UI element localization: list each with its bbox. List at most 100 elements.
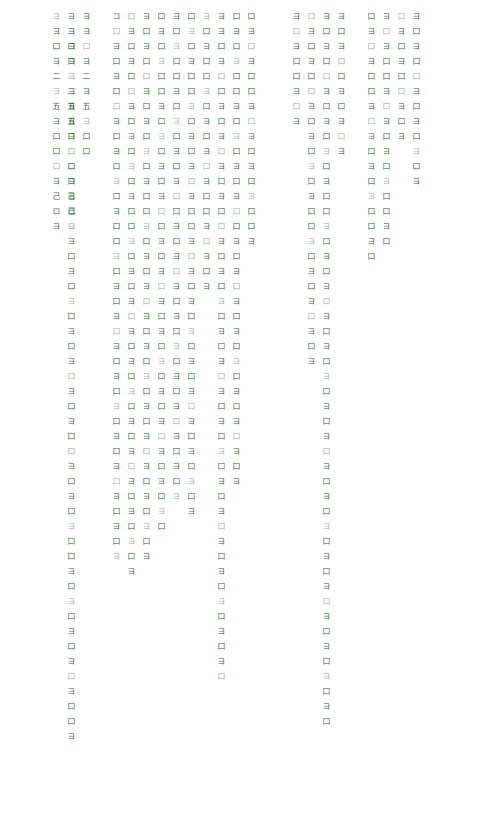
glyph: ヨ — [232, 474, 241, 489]
glyph: 口 — [232, 174, 241, 189]
glyph: ヨ — [142, 459, 151, 474]
glyph: ヨ — [112, 114, 121, 129]
glyph: 口 — [307, 219, 316, 234]
glyph: ヨ — [202, 39, 211, 54]
glyph: 口 — [292, 24, 301, 39]
glyph: ヨ — [217, 504, 226, 519]
glyph: ヨ — [292, 84, 301, 99]
glyph: ヨ — [232, 189, 241, 204]
glyph: ヨ — [157, 54, 166, 69]
glyph: ヨ — [232, 54, 241, 69]
glyph: 口 — [67, 579, 76, 594]
glyph: 口 — [307, 39, 316, 54]
glyph: ヨ — [142, 144, 151, 159]
glyph: ヨ — [187, 159, 196, 174]
glyph: ヨ — [202, 84, 211, 99]
glyph: 口 — [187, 9, 196, 24]
glyph: ヨ — [202, 219, 211, 234]
glyph: ヨ — [67, 294, 76, 309]
glyph: 口 — [112, 234, 121, 249]
glyph: 口 — [367, 114, 376, 129]
glyph: ヨ — [217, 159, 226, 174]
glyph: ヨ — [112, 204, 121, 219]
glyph: 口 — [187, 429, 196, 444]
glyph: 口 — [67, 249, 76, 264]
glyph: ヨ — [322, 369, 331, 384]
glyph: ヨ — [127, 189, 136, 204]
glyph: ヨ — [382, 84, 391, 99]
glyph: 口 — [157, 459, 166, 474]
glyph: 口 — [127, 69, 136, 84]
glyph: 口 — [397, 9, 406, 24]
glyph: 口 — [202, 264, 211, 279]
glyph: ヨ — [322, 174, 331, 189]
glyph: ヨ — [307, 294, 316, 309]
glyph: 口 — [217, 249, 226, 264]
glyph: ヨ — [367, 24, 376, 39]
glyph: 口 — [187, 114, 196, 129]
glyph: 口 — [322, 354, 331, 369]
glyph: ヨ — [67, 414, 76, 429]
glyph: ヨ — [187, 129, 196, 144]
glyph: 口 — [142, 204, 151, 219]
glyph: 口 — [397, 84, 406, 99]
glyph: ヨ — [217, 594, 226, 609]
glyph: 口 — [67, 534, 76, 549]
glyph: 口 — [157, 489, 166, 504]
glyph: ヨ — [217, 24, 226, 39]
glyph: 口 — [112, 24, 121, 39]
glyph: ヨ — [232, 294, 241, 309]
glyph: 口 — [292, 99, 301, 114]
glyph: ヨ — [142, 519, 151, 534]
glyph: 口 — [307, 279, 316, 294]
glyph: ヨ — [187, 54, 196, 69]
glyph: 口 — [217, 369, 226, 384]
glyph: 口 — [202, 129, 211, 144]
glyph: ヨ — [67, 39, 76, 54]
glyph: 口 — [322, 624, 331, 639]
glyph: 口 — [187, 249, 196, 264]
glyph: ヨ — [247, 159, 256, 174]
glyph: 口 — [172, 264, 181, 279]
glyph: ヨ — [52, 54, 61, 69]
glyph: ヨ — [67, 654, 76, 669]
glyph: ヨ — [142, 309, 151, 324]
glyph: 口 — [142, 234, 151, 249]
glyph: 口 — [337, 54, 346, 69]
glyph: 口 — [217, 39, 226, 54]
glyph-column: ヨヨ口ヨ二ヨ五ヨ口口口ヨ己ロヨ口ヨ口ヨ口ヨ口ヨ口ヨ口ヨ口口ヨ口ヨ口ヨ口口ヨ口ヨ口… — [67, 24, 76, 744]
glyph: 口 — [172, 159, 181, 174]
glyph: ヨ — [217, 354, 226, 369]
glyph: 口 — [187, 84, 196, 99]
glyph-column: ヨ口ヨ口口ヨ口ヨ口ヨ口ヨ口口ヨ口ヨ口ヨ口ヨ口ヨ口ヨ口ヨ口ヨ口ヨ口ヨヨ口ヨ口口ヨ口… — [172, 9, 181, 504]
glyph-column: ヨ口ヨ口口ヨ口ヨ口ヨヨ口ヨ口口ヨ口ヨ口ヨ — [337, 9, 346, 159]
glyph: 口 — [112, 219, 121, 234]
glyph: ヨ — [112, 309, 121, 324]
glyph: ヨ — [127, 99, 136, 114]
glyph: 口 — [322, 654, 331, 669]
glyph: 口 — [127, 84, 136, 99]
glyph-column: 口ヨ口ヨ口口ヨ口ヨ口ヨ口ヨ口口ヨ口ヨ口ヨ口ヨ口ヨ口ヨ口ヨ口ヨ口ヨ口ヨ口ヨ口ヨ口口… — [187, 9, 196, 519]
glyph: ヨ — [187, 324, 196, 339]
glyph: 口 — [67, 309, 76, 324]
glyph: ヨ — [232, 444, 241, 459]
glyph: ヨ — [247, 99, 256, 114]
glyph: ヨ — [127, 354, 136, 369]
glyph: 口 — [322, 444, 331, 459]
glyph: ヨ — [217, 534, 226, 549]
glyph: ヨ — [67, 324, 76, 339]
glyph: ヨ — [112, 519, 121, 534]
glyph: ヨ — [307, 24, 316, 39]
glyph: 口 — [112, 294, 121, 309]
glyph: 口 — [382, 234, 391, 249]
glyph: ヨ — [157, 324, 166, 339]
glyph: ヨ — [292, 9, 301, 24]
glyph: ヨ — [382, 9, 391, 24]
glyph: ヨ — [217, 234, 226, 249]
glyph: 口 — [112, 414, 121, 429]
glyph: ヨ — [322, 9, 331, 24]
glyph: ヨ — [322, 249, 331, 264]
glyph: 口 — [232, 144, 241, 159]
glyph: ヨ — [322, 339, 331, 354]
glyph: ヨ — [187, 414, 196, 429]
